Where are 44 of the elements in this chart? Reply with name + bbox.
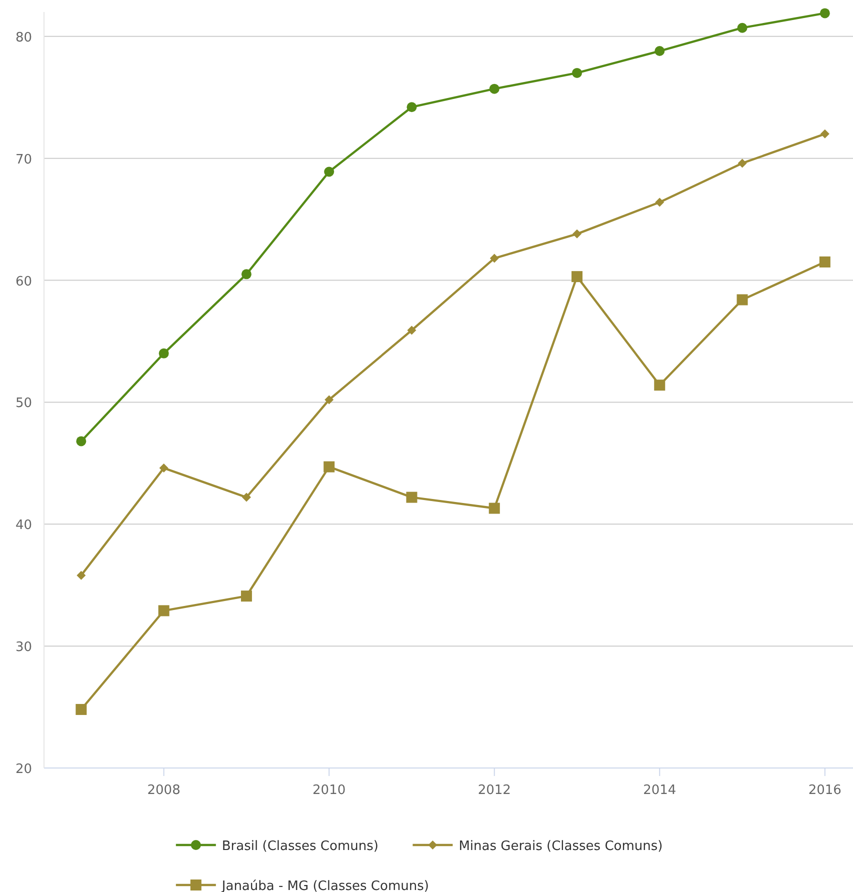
x-tick-label: 2012 [478, 783, 511, 798]
x-tick-label: 2008 [147, 783, 180, 798]
legend-label: Minas Gerais (Classes Comuns) [458, 839, 663, 854]
y-tick-label: 70 [15, 152, 32, 168]
point [158, 348, 169, 358]
point [242, 492, 251, 502]
x-tick-label: 2014 [643, 783, 676, 798]
point [406, 102, 417, 112]
y-tick-label: 20 [15, 762, 32, 777]
point [158, 605, 170, 616]
x-tick-label: 2016 [808, 783, 842, 798]
point [488, 502, 500, 514]
point [572, 229, 582, 238]
point [159, 464, 168, 473]
point [407, 326, 416, 335]
point [654, 380, 666, 391]
point [324, 461, 335, 472]
point [324, 395, 334, 404]
point [490, 254, 499, 263]
point [241, 269, 252, 280]
point [76, 704, 87, 715]
point [489, 84, 500, 94]
legend-label: Brasil (Classes Comuns) [222, 839, 378, 854]
point [572, 68, 582, 78]
point [819, 256, 830, 268]
point [76, 570, 86, 580]
point [736, 294, 748, 306]
x-tick-label: 2010 [312, 783, 346, 798]
y-tick-label: 50 [15, 396, 32, 412]
point [654, 46, 665, 56]
point [76, 436, 86, 446]
point [655, 198, 664, 207]
y-tick-label: 60 [15, 274, 32, 290]
point [240, 590, 252, 602]
y-tick-label: 40 [15, 518, 32, 534]
point [324, 166, 334, 177]
y-tick-label: 80 [15, 30, 32, 46]
point [737, 22, 748, 33]
point [820, 129, 830, 138]
point [572, 271, 582, 282]
point [738, 158, 747, 168]
y-tick-label: 30 [15, 640, 32, 656]
point [406, 492, 418, 503]
point [820, 8, 830, 18]
